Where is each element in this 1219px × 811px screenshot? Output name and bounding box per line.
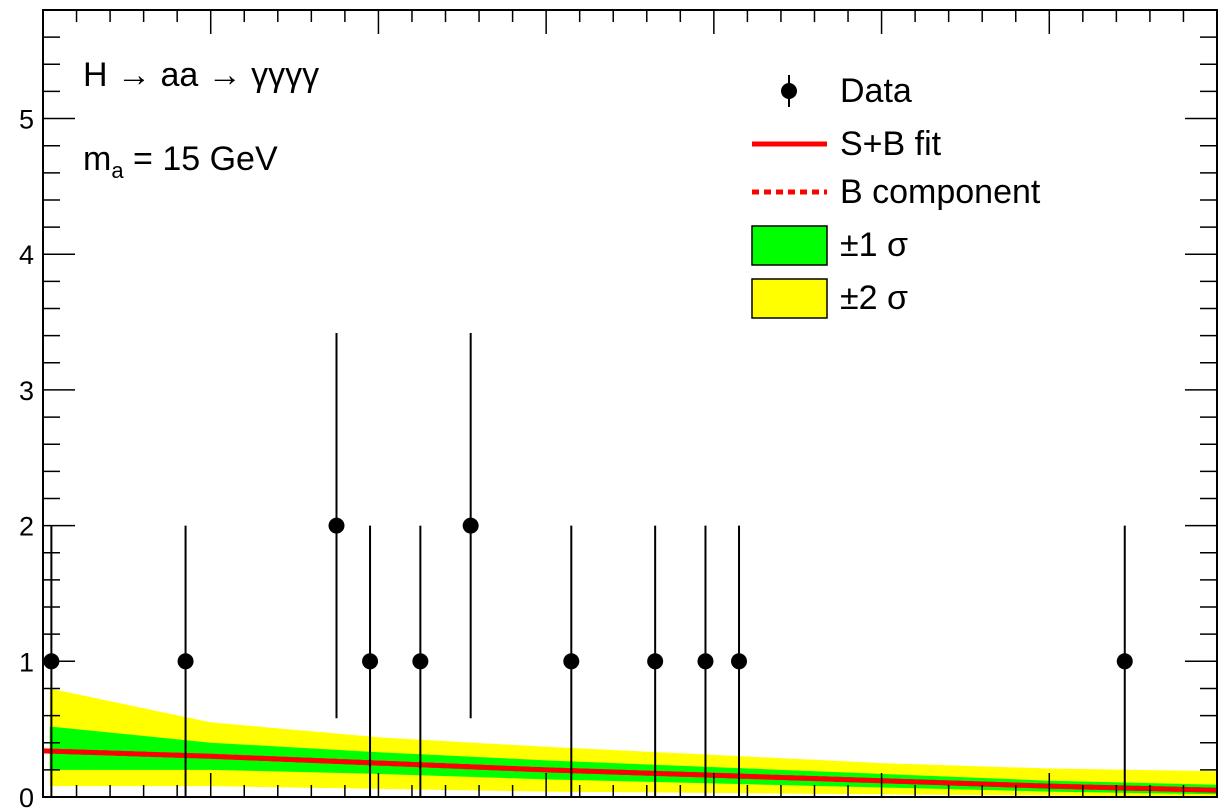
process-annotation: H → aa → γγγγ bbox=[83, 56, 319, 94]
mass-annotation: ma = 15 GeV bbox=[83, 140, 278, 183]
fit-lines bbox=[42, 748, 1218, 793]
legend-item-data: Data bbox=[781, 72, 912, 110]
data-point-marker bbox=[177, 653, 194, 670]
data-point-marker bbox=[412, 653, 429, 670]
data-point-marker bbox=[1116, 653, 1133, 670]
data-point-marker bbox=[328, 517, 345, 534]
data-point-marker bbox=[462, 517, 479, 534]
y-tick-label: 3 bbox=[19, 376, 34, 406]
legend-label-1sigma: ±1 σ bbox=[840, 226, 908, 264]
y-tick-label: 2 bbox=[19, 512, 34, 542]
legend-1sigma-swatch bbox=[751, 225, 828, 266]
data-point bbox=[1116, 525, 1133, 797]
y-tick-label: 5 bbox=[19, 105, 34, 135]
annotation-block: H → aa → γγγγ ma = 15 GeV bbox=[83, 56, 319, 183]
sb-fit-line bbox=[42, 748, 1218, 793]
legend-label-data: Data bbox=[840, 72, 912, 110]
data-points bbox=[43, 332, 1133, 797]
y-tick-label: 0 bbox=[19, 783, 34, 811]
data-point-marker bbox=[563, 653, 580, 670]
data-point bbox=[462, 332, 479, 719]
legend-2sigma-swatch bbox=[751, 278, 828, 319]
data-point bbox=[177, 525, 194, 797]
axis-ticks bbox=[42, 9, 1218, 798]
legend-label-2sigma: ±2 σ bbox=[840, 279, 908, 317]
legend-item-1sigma: ±1 σ bbox=[751, 225, 908, 266]
uncertainty-bands bbox=[49, 688, 1217, 797]
y-tick-labels: 0 1 2 3 4 5 bbox=[19, 105, 34, 811]
y-tick-label: 1 bbox=[19, 647, 34, 677]
data-point bbox=[412, 525, 429, 797]
legend-label-b-component: B component bbox=[840, 173, 1041, 211]
data-point-marker bbox=[362, 653, 379, 670]
data-point-marker bbox=[697, 653, 714, 670]
legend-label-sb-fit: S+B fit bbox=[840, 125, 942, 163]
legend-item-sb-fit: S+B fit bbox=[752, 125, 942, 163]
legend-data-marker bbox=[781, 83, 797, 99]
data-point bbox=[647, 525, 664, 797]
legend-item-2sigma: ±2 σ bbox=[751, 278, 908, 319]
data-point bbox=[697, 525, 714, 797]
data-point bbox=[328, 332, 345, 719]
data-point-marker bbox=[731, 653, 748, 670]
legend-item-b-component: B component bbox=[752, 173, 1041, 211]
y-tick-label: 4 bbox=[19, 240, 34, 270]
data-point bbox=[563, 525, 580, 797]
plot-frame bbox=[42, 9, 1218, 798]
data-point bbox=[362, 525, 379, 797]
data-point bbox=[731, 525, 748, 797]
band-1sigma bbox=[49, 726, 1217, 795]
legend: Data S+B fit B component ±1 σ ±2 σ bbox=[751, 72, 1041, 319]
data-point-marker bbox=[647, 653, 664, 670]
